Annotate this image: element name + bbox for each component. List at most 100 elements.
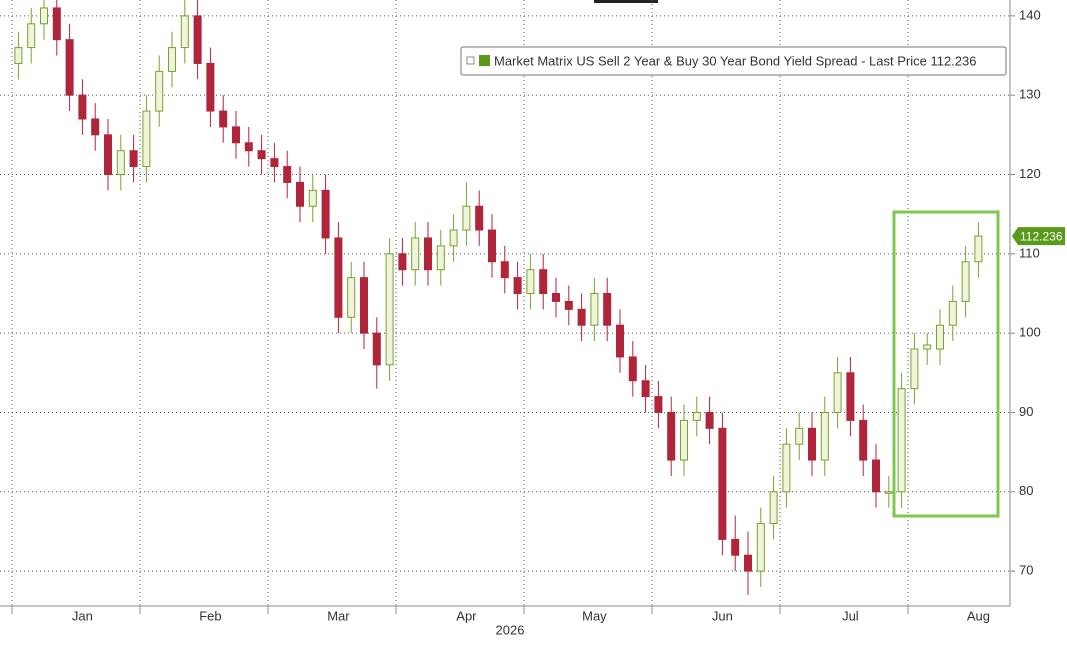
candle-body	[641, 380, 650, 398]
candle-body	[347, 277, 356, 318]
candle-body	[270, 158, 279, 168]
y-tick-label: 110	[1019, 245, 1040, 260]
candle-body	[385, 253, 394, 366]
x-tick-label: Apr	[456, 608, 477, 623]
candle-body	[859, 419, 868, 461]
candle-body	[526, 269, 535, 294]
candle-body	[180, 15, 189, 49]
candle-body	[65, 39, 74, 96]
x-tick-label: Jun	[712, 608, 733, 623]
candle-body	[257, 150, 266, 160]
candle-body	[808, 427, 816, 461]
candle-body	[104, 134, 112, 176]
candle-body	[628, 356, 637, 382]
top-tab	[594, 0, 658, 3]
candle-body	[884, 491, 893, 494]
y-tick-label: 90	[1019, 404, 1033, 419]
candle-body	[705, 411, 714, 429]
candle-body	[206, 62, 215, 112]
candle-body	[667, 411, 676, 461]
x-tick-label: Jul	[842, 608, 859, 623]
last-price-label: 112.236	[1020, 229, 1063, 243]
legend-toggle[interactable]	[466, 56, 475, 65]
candle-body	[756, 523, 765, 572]
candle-body	[424, 237, 432, 271]
candle-body	[129, 150, 138, 168]
candle-body	[718, 427, 727, 540]
candle-body	[398, 253, 407, 271]
candle-body	[936, 324, 944, 350]
highlight-box	[892, 210, 1000, 518]
candle-body	[360, 277, 368, 334]
legend-label: Market Matrix US Sell 2 Year & Buy 30 Ye…	[494, 53, 977, 68]
candle-body	[744, 554, 752, 572]
candle-body	[948, 300, 957, 326]
candle-body	[769, 491, 778, 525]
candle-body	[193, 15, 202, 64]
x-tick-label: May	[582, 608, 607, 623]
x-tick-label: Feb	[199, 608, 221, 623]
candle-body	[654, 396, 663, 413]
candle-body	[27, 23, 36, 49]
candle-body	[795, 427, 804, 445]
candle-body	[411, 237, 420, 271]
candle-body	[539, 269, 548, 294]
candle-body	[500, 261, 509, 279]
candle-body	[782, 443, 791, 493]
candle-body	[116, 150, 125, 176]
candle-body	[577, 308, 586, 326]
candle-body	[680, 419, 688, 461]
candle-body	[616, 324, 624, 358]
candle-body	[731, 538, 740, 556]
candle-body	[603, 292, 612, 326]
x-tick-label: Jan	[72, 608, 93, 623]
candle-body	[52, 7, 61, 41]
candle-body	[692, 411, 701, 421]
y-tick-label: 70	[1019, 563, 1033, 578]
candle-body	[590, 292, 599, 326]
candle-body	[244, 142, 253, 152]
candle-body	[846, 372, 855, 421]
candle-body	[820, 411, 829, 461]
candle-body	[155, 70, 164, 112]
x-tick-label: Aug	[967, 608, 990, 623]
y-tick-label: 120	[1019, 166, 1041, 181]
candle-body	[308, 189, 317, 207]
candle-body	[142, 110, 151, 168]
candle-body	[283, 166, 292, 183]
candle-body	[462, 205, 471, 231]
candle-body	[833, 372, 842, 413]
candle-body	[436, 245, 445, 271]
candle-body	[552, 292, 560, 302]
candle-body	[923, 344, 932, 350]
candle-body	[232, 126, 240, 144]
candle-body	[40, 7, 48, 25]
candle-body	[334, 237, 343, 318]
candle-body	[321, 189, 330, 239]
candle-body	[910, 348, 919, 390]
candle-body	[296, 181, 304, 207]
candle-body	[168, 47, 176, 72]
candle-body	[488, 229, 496, 263]
candle-body	[961, 261, 970, 302]
y-tick-label: 140	[1019, 7, 1041, 22]
candle-body	[14, 47, 23, 64]
legend: Market Matrix US Sell 2 Year & Buy 30 Ye…	[460, 46, 1007, 76]
candle-body	[564, 300, 573, 310]
y-tick-label: 100	[1019, 325, 1041, 340]
candle-body	[475, 205, 484, 231]
legend-swatch	[479, 55, 490, 66]
last-price-tag	[1012, 227, 1065, 246]
y-tick-label: 130	[1019, 87, 1041, 102]
candle-body	[78, 94, 87, 120]
x-axis-title: 2026	[496, 622, 525, 637]
candle-body	[897, 388, 906, 493]
candle-body	[872, 459, 880, 493]
candle-body	[974, 235, 983, 263]
candle-body	[513, 277, 522, 294]
candle-body	[91, 118, 100, 136]
candle-body	[372, 332, 381, 366]
legend-box	[460, 46, 1007, 76]
